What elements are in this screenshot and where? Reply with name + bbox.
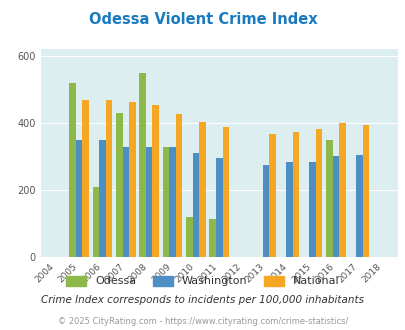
Text: Odessa Violent Crime Index: Odessa Violent Crime Index [88,12,317,26]
Bar [92,187,99,257]
Bar [139,73,145,257]
Text: Crime Index corresponds to incidents per 100,000 inhabitants: Crime Index corresponds to incidents per… [41,295,364,305]
Bar [285,162,292,257]
Bar [332,156,339,257]
Bar [209,219,215,257]
Bar [105,100,112,257]
Bar [355,155,362,257]
Bar [309,162,315,257]
Bar [185,217,192,257]
Bar [76,140,82,257]
Bar [192,153,199,257]
Bar [122,147,129,257]
Bar [82,100,89,257]
Bar [99,140,105,257]
Bar [339,123,345,257]
Bar [175,114,182,257]
Bar [69,83,76,257]
Bar [129,102,135,257]
Text: © 2025 CityRating.com - https://www.cityrating.com/crime-statistics/: © 2025 CityRating.com - https://www.city… [58,317,347,326]
Bar [362,125,368,257]
Bar [269,134,275,257]
Bar [169,147,175,257]
Bar [152,106,159,257]
Bar [145,147,152,257]
Bar [215,158,222,257]
Bar [325,140,332,257]
Bar [315,129,322,257]
Bar [292,132,298,257]
Bar [199,121,205,257]
Bar [162,147,169,257]
Bar [116,113,122,257]
Bar [222,127,228,257]
Bar [262,165,269,257]
Legend: Odessa, Washington, National: Odessa, Washington, National [62,271,343,291]
